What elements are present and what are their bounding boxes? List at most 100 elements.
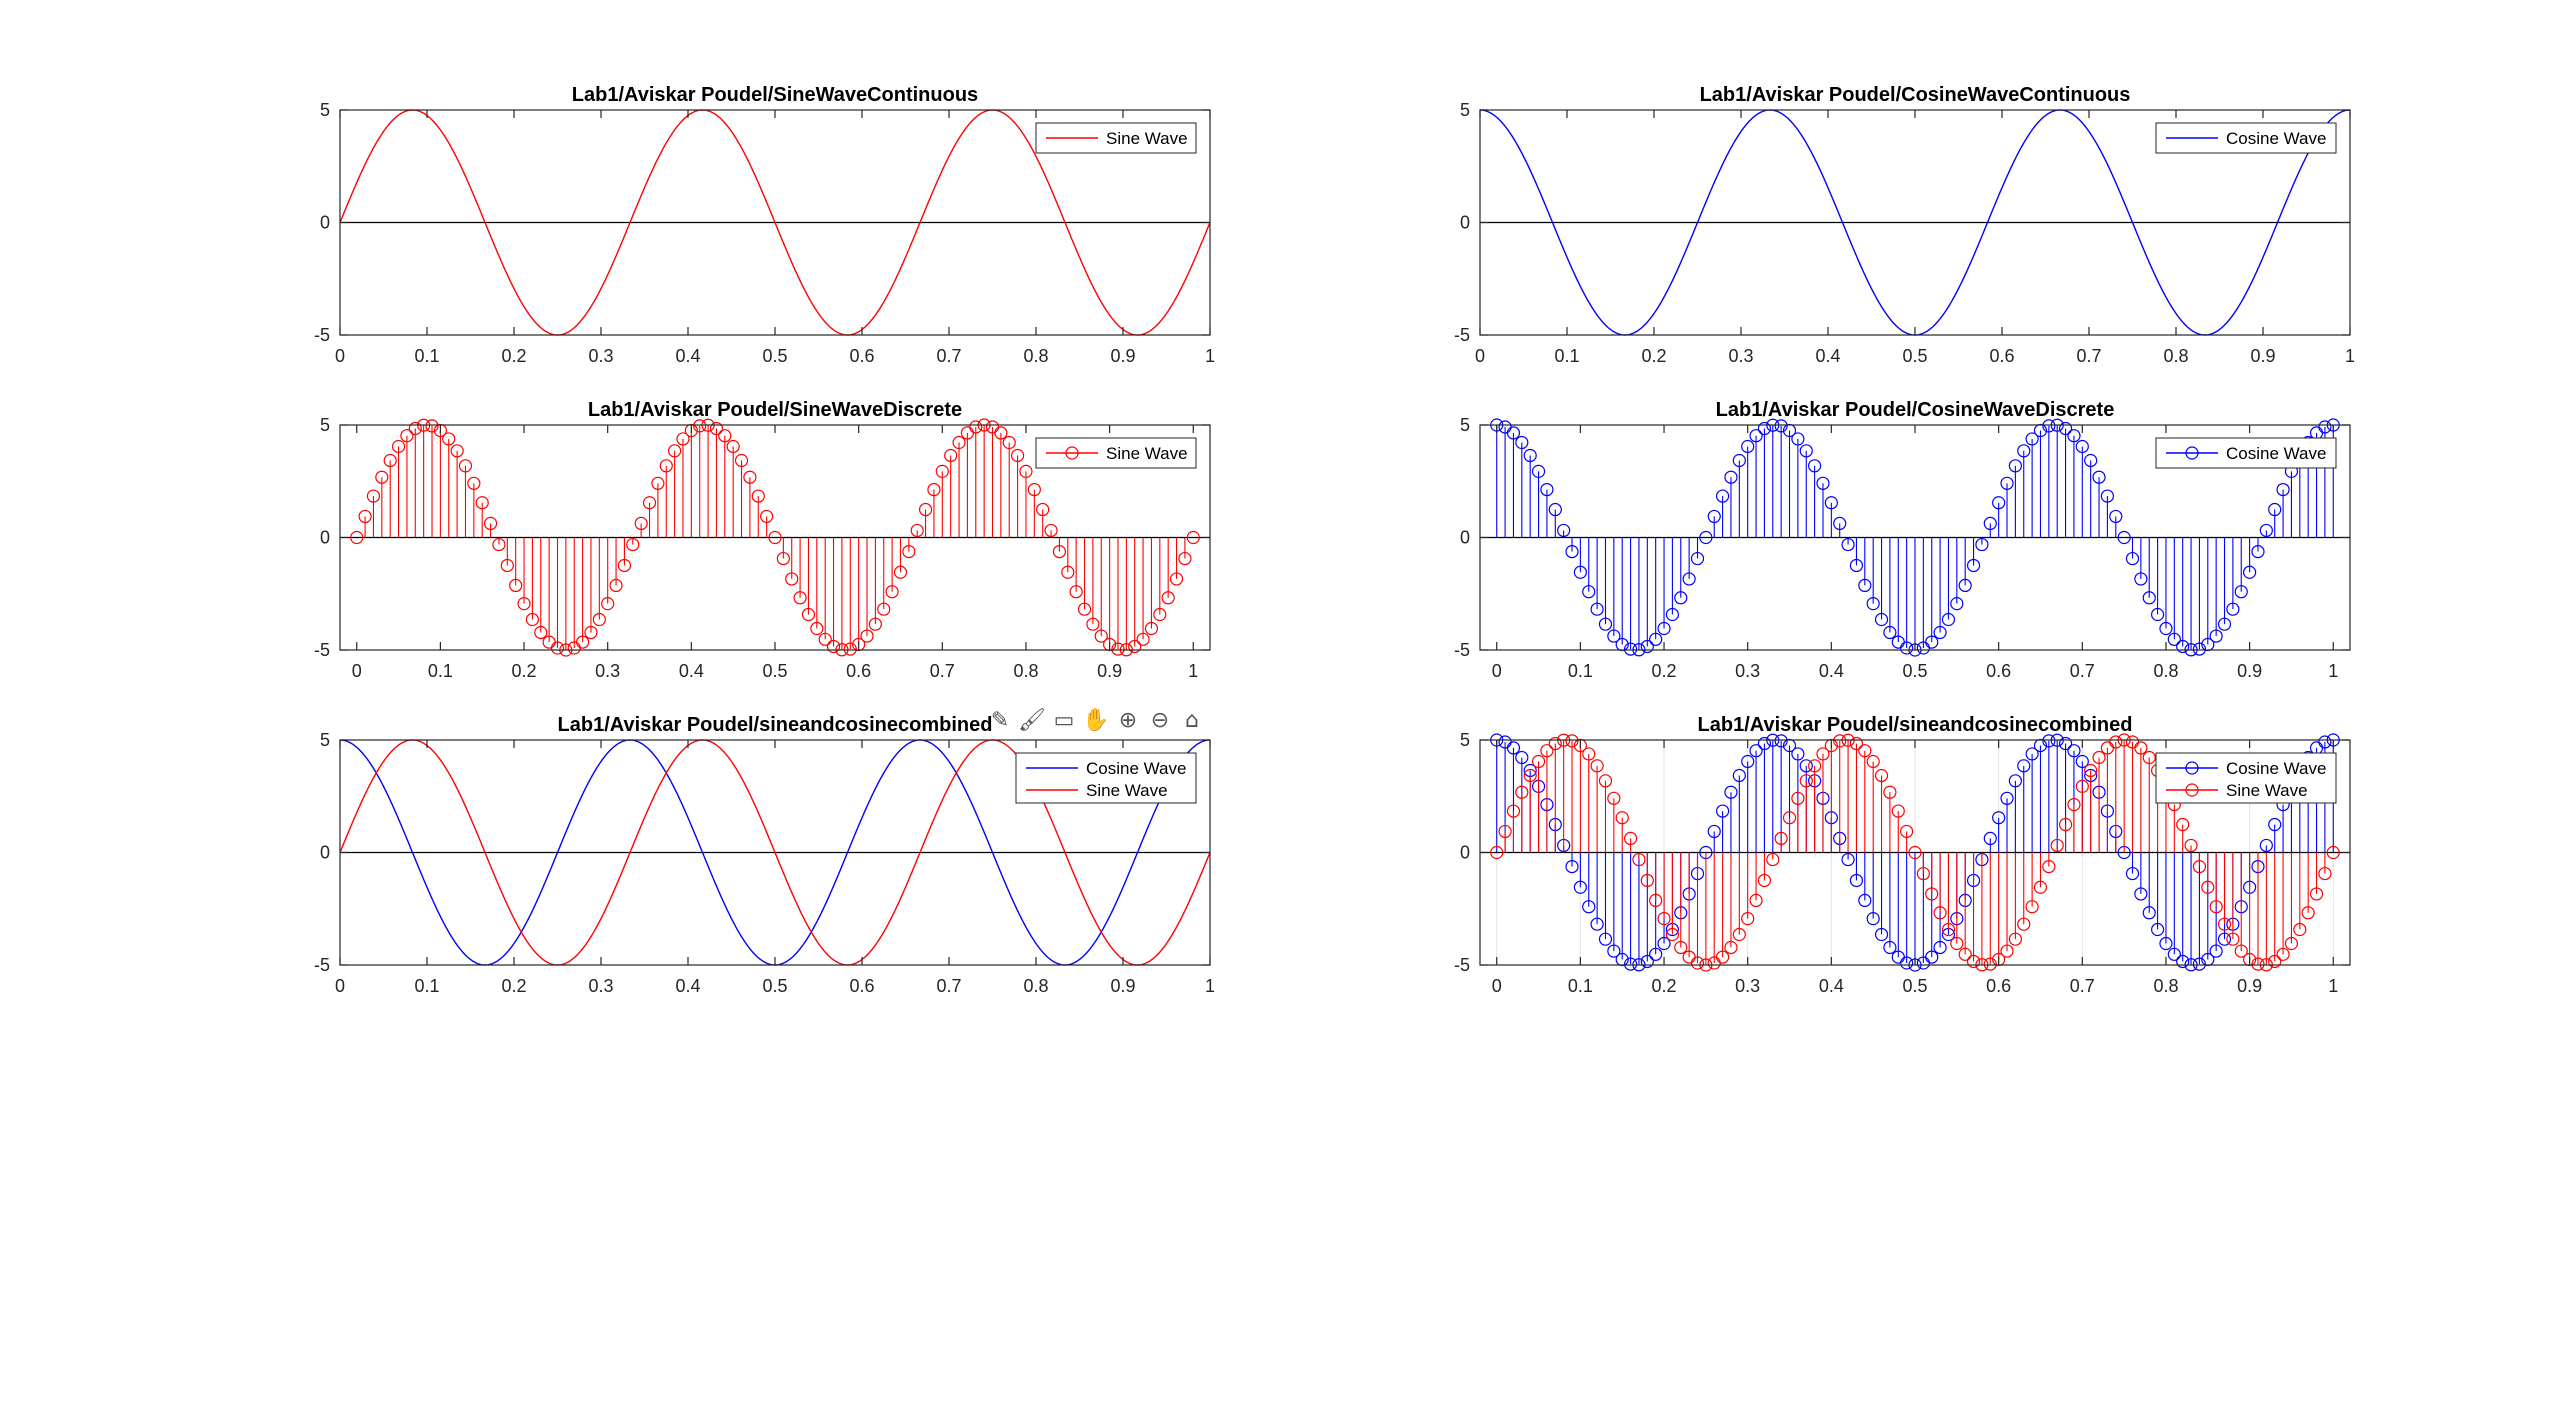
legend-entry: Sine Wave (1106, 129, 1188, 148)
y-tick-label: 0 (320, 528, 330, 548)
stem-marker (450, 444, 464, 458)
stem-marker (2109, 735, 2123, 749)
stem-marker (2176, 954, 2190, 969)
y-tick-label: 5 (1460, 415, 1470, 435)
stem-marker (1816, 476, 1830, 490)
stem-marker (1874, 927, 1889, 942)
legend-entry: Cosine Wave (1086, 759, 1186, 778)
x-tick-label: 0.5 (1902, 976, 1927, 996)
stem-marker (952, 435, 966, 450)
y-tick-label: 5 (320, 100, 330, 120)
stem-marker (2318, 420, 2332, 434)
stem-marker (1649, 893, 1663, 908)
x-tick-label: 0.2 (1652, 976, 1677, 996)
stem-marker (693, 419, 707, 433)
x-tick-label: 0.4 (1819, 976, 1844, 996)
stem-marker (2067, 797, 2081, 812)
stem-marker (1506, 741, 1521, 755)
stem-marker (2109, 509, 2123, 524)
stem-marker (1623, 642, 1638, 656)
stem-marker (1900, 824, 1914, 839)
stem-marker (1808, 759, 1822, 773)
stem-marker (1548, 736, 1562, 751)
legend: Cosine Wave Sine Wave (1015, 752, 1197, 804)
stem-marker (1573, 880, 1587, 894)
x-tick-label: 0.3 (588, 976, 613, 996)
stem-marker (1749, 429, 1763, 443)
stem-marker (1774, 734, 1788, 748)
y-tick-label: 0 (1460, 213, 1470, 233)
export-icon[interactable]: ▭ (1053, 707, 1075, 733)
stem-marker (2243, 565, 2257, 579)
stem-marker (2134, 887, 2148, 901)
x-tick-label: 0.9 (2237, 661, 2262, 681)
stem-marker (2234, 585, 2248, 599)
brush-icon[interactable]: 🖌 (1018, 707, 1046, 733)
axes-toolbar: ✎ 🖌 ▭ ✋ ⊕ ⊖ ⌂ (985, 705, 1207, 735)
stem-marker (1061, 565, 1075, 579)
stem-marker (1866, 754, 1880, 769)
stem-marker (1169, 572, 1184, 586)
x-tick-label: 0.3 (1735, 976, 1760, 996)
x-tick-label: 0.8 (1023, 346, 1048, 366)
zoom-in-icon[interactable]: ⊕ (1118, 707, 1138, 733)
home-icon[interactable]: ⌂ (1185, 707, 1199, 733)
stem-marker (2226, 932, 2240, 946)
stem-marker (1598, 932, 1613, 946)
stem-marker (2084, 763, 2098, 778)
x-tick-label: 0.6 (849, 346, 874, 366)
stem-marker (1607, 791, 1621, 805)
stem-marker (1741, 439, 1755, 454)
stem-marker (2125, 551, 2140, 566)
x-tick-label: 0.5 (1902, 346, 1927, 366)
x-tick-label: 0.4 (675, 346, 700, 366)
y-tick-label: -5 (1454, 640, 1470, 660)
stem-marker (509, 578, 523, 593)
stem-marker (2058, 736, 2073, 751)
stem-marker (634, 516, 648, 531)
stem-marker (2117, 530, 2131, 545)
stem-marker (877, 602, 891, 616)
stem-marker (1557, 523, 1571, 538)
stem-marker (2176, 639, 2190, 654)
stem-marker (2067, 744, 2081, 758)
data-tip-icon[interactable]: ✎ (990, 707, 1010, 733)
stem-marker (2058, 421, 2073, 436)
x-tick-label: 0.7 (2070, 661, 2095, 681)
stem-marker (1883, 940, 1897, 955)
stem-marker (2184, 838, 2198, 853)
x-tick-label: 0.7 (2070, 976, 2095, 996)
stem-marker (2134, 572, 2148, 586)
zoom-out-icon[interactable]: ⊖ (1150, 707, 1170, 733)
stem-marker (1623, 831, 1638, 846)
stem-marker (1590, 759, 1604, 773)
stem-marker (1933, 940, 1947, 955)
x-tick-label: 0.9 (2250, 346, 2275, 366)
x-tick-label: 0.1 (1568, 661, 1593, 681)
stem-marker (1799, 774, 1813, 788)
legend-marker (2185, 446, 2199, 460)
stem-marker (1791, 432, 1805, 446)
x-tick-label: 0.6 (1986, 976, 2011, 996)
stem-marker (2293, 922, 2307, 937)
stem-marker (1724, 785, 1738, 799)
legend-entry: Sine Wave (1106, 444, 1188, 463)
legend-box (2155, 752, 2337, 804)
stem-marker (885, 585, 899, 599)
stem-marker (617, 558, 632, 573)
chart-title: Lab1/Aviskar Poudel/SineWaveContinuous (572, 84, 978, 106)
stem-marker (2259, 838, 2273, 853)
stem-marker (1640, 954, 1654, 969)
pan-icon[interactable]: ✋ (1082, 707, 1110, 733)
stem-marker (1682, 572, 1696, 586)
series-line-sine-wave (339, 739, 1211, 966)
stem-marker (726, 439, 740, 454)
stem-marker (2092, 750, 2106, 765)
stem-marker (1925, 635, 1939, 649)
stem-marker (2176, 817, 2190, 832)
stem-marker (2042, 734, 2056, 748)
legend-entry: Sine Wave (2226, 781, 2308, 800)
x-tick-label: 0.9 (1110, 346, 1135, 366)
stem-marker (2309, 887, 2324, 901)
